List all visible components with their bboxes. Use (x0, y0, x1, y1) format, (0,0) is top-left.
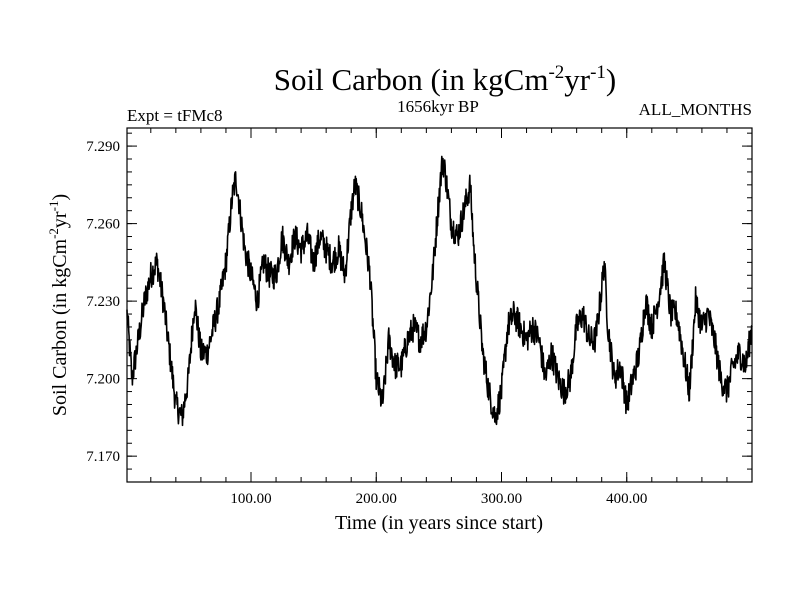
title-end: ) (606, 62, 616, 97)
y-axis-label-end: ) (49, 194, 71, 201)
y-tick-label: 7.230 (86, 294, 120, 310)
series-line-soil-carbon (126, 155, 753, 427)
experiment-label: Expt = tFMc8 (127, 106, 223, 125)
months-label: ALL_MONTHS (639, 100, 752, 119)
title-mid: yr (564, 62, 591, 97)
x-tick-label: 400.00 (606, 491, 647, 507)
title-superscript-1: -2 (548, 62, 564, 83)
title-main: Soil Carbon (in kgCm (274, 62, 549, 97)
y-tick-label: 7.200 (86, 372, 120, 388)
x-tick-label: 300.00 (481, 491, 522, 507)
y-axis-label-sup2: -1 (46, 201, 61, 212)
plot-frame (126, 127, 753, 483)
y-tick-label: 7.290 (86, 139, 120, 155)
x-tick-label: 200.00 (356, 491, 397, 507)
y-axis-label: Soil Carbon (in kgCm-2yr-1) (46, 194, 71, 416)
y-tick-label: 7.260 (86, 217, 120, 233)
y-axis-label-mid: yr (49, 211, 71, 228)
period-label: 1656kyr BP (397, 97, 479, 116)
x-tick-label: 100.00 (230, 491, 271, 507)
y-tick-label: 7.170 (86, 449, 120, 465)
title-superscript-2: -1 (590, 62, 606, 83)
axis-ticks (127, 128, 752, 482)
chart-title: Soil Carbon (in kgCm-2yr-1) (274, 62, 617, 97)
y-axis-label-main: Soil Carbon (in kgCm (49, 238, 71, 416)
x-tick-labels: 100.00 200.00 300.00 400.00 (230, 491, 647, 507)
y-axis-label-sup1: -2 (46, 228, 61, 239)
y-tick-labels: 7.170 7.200 7.230 7.260 7.290 (86, 139, 120, 465)
x-axis-label: Time (in years since start) (335, 512, 543, 534)
